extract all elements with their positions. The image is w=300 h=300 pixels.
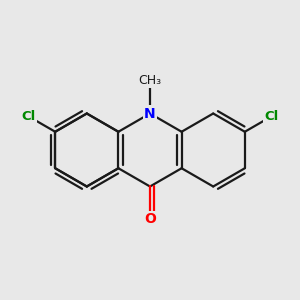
Text: CH₃: CH₃ [138,74,162,87]
Text: N: N [144,106,156,121]
Text: Cl: Cl [265,110,279,123]
Text: Cl: Cl [21,110,35,123]
Text: O: O [144,212,156,226]
